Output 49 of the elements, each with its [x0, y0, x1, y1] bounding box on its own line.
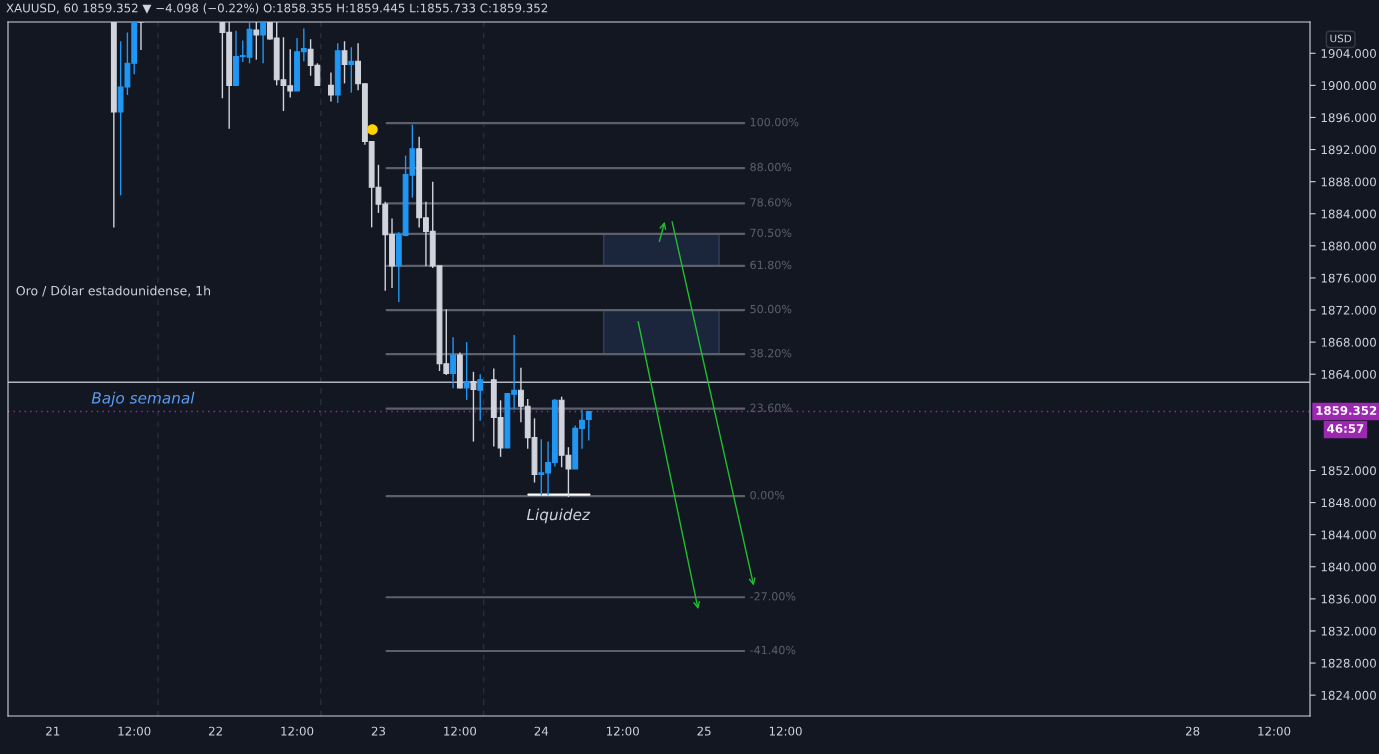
- y-tick-label: 1828.000: [1321, 658, 1376, 668]
- x-tick-label: 23: [371, 726, 386, 736]
- y-tick-label: 1844.000: [1321, 530, 1376, 540]
- y-tick-label: 1840.000: [1321, 562, 1376, 572]
- annotation: Liquidez: [526, 508, 591, 524]
- x-tick-label: 28: [1185, 726, 1200, 736]
- y-tick-label: 1896.000: [1321, 113, 1376, 123]
- y-tick-label: 1904.000: [1321, 49, 1376, 58]
- x-tick-label: 12:00: [769, 726, 802, 736]
- y-tick-label: 1872.000: [1321, 305, 1376, 315]
- series-label: 88.00%: [750, 162, 792, 172]
- y-tick-label: 1824.000: [1321, 690, 1376, 700]
- series-label: -27.00%: [750, 592, 796, 601]
- ref-line-label: 1859.352: [1316, 406, 1377, 415]
- y-tick-label: 1852.000: [1321, 466, 1376, 476]
- series-label: 100.00%: [750, 117, 799, 127]
- y-tick-label: 1892.000: [1321, 145, 1376, 155]
- ref-line-label: Bajo semanal: [91, 391, 195, 407]
- series-label: 78.60%: [750, 198, 792, 207]
- text: 46:57: [1327, 424, 1364, 433]
- series-label: 70.50%: [750, 228, 792, 238]
- y-tick-label: 1832.000: [1321, 626, 1376, 636]
- y-tick-label: 1868.000: [1321, 337, 1376, 347]
- x-tick-label: 12:00: [444, 726, 477, 736]
- y-tick-label: 1864.000: [1321, 369, 1376, 379]
- x-tick-label: 12:00: [118, 726, 151, 736]
- y-tick-label: 1880.000: [1321, 241, 1376, 251]
- x-tick-label: 12:00: [1258, 726, 1291, 736]
- series-label: 38.20%: [750, 348, 792, 358]
- series-label: 23.60%: [750, 403, 792, 412]
- y-tick-label: 1888.000: [1321, 177, 1376, 187]
- x-tick-label: 12:00: [281, 726, 314, 736]
- x-tick-label: 24: [534, 726, 549, 736]
- x-tick-label: 12:00: [606, 726, 639, 736]
- chart-title: XAUUSD, 60 1859.352 ▼ −4.098 (−0.22%) O:1858.355 H:1859.445 L:1855.733 C:1859.352: [6, 3, 548, 14]
- y-tick-label: 1900.000: [1321, 81, 1376, 91]
- y-tick-label: 1884.000: [1321, 209, 1376, 219]
- text: Oro / Dólar estadounidense, 1h: [16, 285, 211, 297]
- x-tick-label: 25: [697, 726, 711, 736]
- y-tick-label: 1848.000: [1321, 498, 1376, 508]
- series-label: -41.40%: [750, 645, 796, 655]
- series-label: 0.00%: [750, 490, 785, 500]
- x-tick-label: 22: [208, 726, 222, 736]
- y-tick-label: 1876.000: [1321, 273, 1376, 283]
- series-label: 50.00%: [750, 304, 792, 314]
- series-label: 61.80%: [750, 260, 792, 270]
- text: USD: [1330, 34, 1352, 43]
- x-tick-label: 21: [46, 726, 60, 736]
- y-tick-label: 1836.000: [1321, 594, 1376, 604]
